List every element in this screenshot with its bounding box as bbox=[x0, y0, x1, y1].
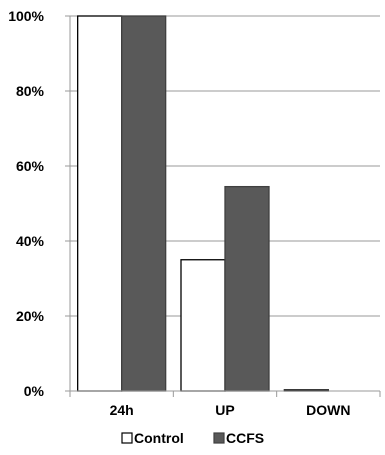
y-tick-label: 20% bbox=[16, 308, 45, 324]
legend-item-ccfs: CCFS bbox=[213, 430, 264, 446]
x-axis-category-labels: 24h UP DOWN bbox=[110, 402, 351, 418]
legend: Control CCFS bbox=[121, 430, 264, 446]
x-category-label: UP bbox=[215, 402, 234, 418]
bars bbox=[77, 15, 329, 392]
legend-swatch bbox=[121, 432, 133, 444]
legend-item-control: Control bbox=[121, 430, 184, 446]
y-tick-label: 60% bbox=[16, 158, 45, 174]
bar-ccfs-24h bbox=[121, 15, 167, 392]
legend-label: Control bbox=[134, 430, 184, 446]
x-category-label: DOWN bbox=[306, 402, 350, 418]
x-category-label: 24h bbox=[110, 402, 134, 418]
bar-control-24h bbox=[77, 15, 123, 392]
y-tick-label: 80% bbox=[16, 83, 45, 99]
legend-label: CCFS bbox=[226, 430, 264, 446]
y-tick-label: 0% bbox=[24, 383, 45, 399]
y-tick-label: 100% bbox=[8, 8, 44, 24]
legend-swatch bbox=[213, 432, 225, 444]
y-axis-tick-labels: 0% 20% 40% 60% 80% 100% bbox=[8, 8, 44, 399]
axes bbox=[65, 15, 381, 397]
y-tick-label: 40% bbox=[16, 233, 45, 249]
bar-control-up bbox=[180, 259, 226, 392]
bar-ccfs-up bbox=[224, 185, 270, 392]
